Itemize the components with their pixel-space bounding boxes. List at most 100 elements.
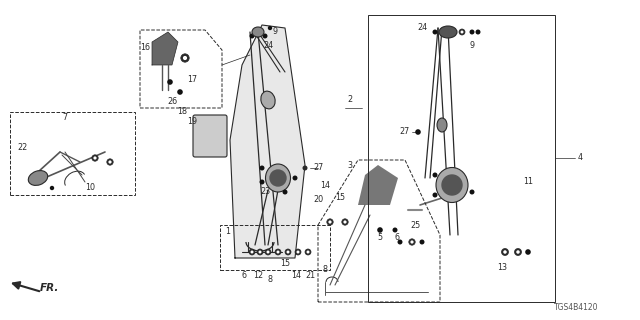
Text: 18: 18 bbox=[177, 108, 187, 116]
Text: 6: 6 bbox=[394, 234, 399, 243]
Circle shape bbox=[257, 249, 263, 255]
Circle shape bbox=[419, 239, 424, 244]
Circle shape bbox=[516, 250, 520, 254]
Circle shape bbox=[268, 26, 272, 30]
Circle shape bbox=[433, 193, 438, 197]
Text: 27: 27 bbox=[313, 164, 323, 172]
Polygon shape bbox=[358, 165, 398, 205]
Circle shape bbox=[476, 29, 481, 35]
Ellipse shape bbox=[439, 26, 457, 38]
Circle shape bbox=[167, 79, 173, 85]
Circle shape bbox=[93, 156, 97, 160]
Polygon shape bbox=[152, 32, 178, 65]
Text: 14: 14 bbox=[320, 180, 330, 189]
Text: 21: 21 bbox=[305, 271, 315, 281]
Circle shape bbox=[107, 159, 113, 165]
Circle shape bbox=[344, 220, 347, 224]
Circle shape bbox=[525, 249, 531, 255]
Text: 6: 6 bbox=[241, 271, 246, 281]
Text: 10: 10 bbox=[85, 183, 95, 193]
Circle shape bbox=[285, 249, 291, 255]
Text: 7: 7 bbox=[63, 114, 68, 123]
Circle shape bbox=[50, 186, 54, 190]
Circle shape bbox=[181, 54, 189, 62]
Circle shape bbox=[392, 228, 397, 233]
Text: 8: 8 bbox=[323, 266, 328, 275]
Circle shape bbox=[250, 34, 255, 38]
Circle shape bbox=[262, 34, 268, 38]
Circle shape bbox=[270, 170, 286, 186]
Circle shape bbox=[409, 239, 415, 245]
Text: 15: 15 bbox=[280, 260, 290, 268]
Circle shape bbox=[108, 160, 111, 164]
Text: 20: 20 bbox=[313, 196, 323, 204]
Circle shape bbox=[327, 219, 333, 225]
Circle shape bbox=[266, 251, 269, 253]
Circle shape bbox=[328, 220, 332, 224]
Circle shape bbox=[276, 251, 280, 253]
Text: 24: 24 bbox=[263, 41, 273, 50]
Circle shape bbox=[442, 175, 462, 195]
Circle shape bbox=[459, 29, 465, 35]
Text: 19: 19 bbox=[187, 117, 197, 126]
Ellipse shape bbox=[437, 118, 447, 132]
Circle shape bbox=[259, 251, 262, 253]
Circle shape bbox=[515, 249, 522, 255]
Circle shape bbox=[282, 189, 287, 195]
Text: 14: 14 bbox=[291, 271, 301, 281]
Ellipse shape bbox=[266, 164, 291, 192]
Circle shape bbox=[295, 249, 301, 255]
Text: 11: 11 bbox=[523, 178, 533, 187]
Circle shape bbox=[342, 219, 348, 225]
Circle shape bbox=[502, 249, 509, 255]
Circle shape bbox=[503, 250, 507, 254]
Circle shape bbox=[433, 29, 438, 35]
Text: 9: 9 bbox=[469, 41, 475, 50]
Text: 13: 13 bbox=[497, 263, 507, 273]
Text: 26: 26 bbox=[167, 98, 177, 107]
Ellipse shape bbox=[261, 91, 275, 109]
Circle shape bbox=[177, 89, 183, 95]
Text: TGS4B4120: TGS4B4120 bbox=[554, 303, 598, 312]
Circle shape bbox=[305, 249, 311, 255]
Text: 27: 27 bbox=[400, 127, 410, 137]
Text: 24: 24 bbox=[417, 23, 427, 33]
Polygon shape bbox=[230, 25, 305, 258]
Circle shape bbox=[275, 249, 281, 255]
Text: 15: 15 bbox=[335, 194, 345, 203]
Circle shape bbox=[307, 251, 310, 253]
Text: 3: 3 bbox=[348, 161, 353, 170]
Circle shape bbox=[461, 30, 463, 34]
Circle shape bbox=[410, 240, 413, 244]
Text: 16: 16 bbox=[140, 44, 150, 52]
Ellipse shape bbox=[28, 171, 48, 185]
Text: 23: 23 bbox=[260, 188, 270, 196]
Circle shape bbox=[470, 189, 474, 195]
Circle shape bbox=[303, 165, 307, 171]
Circle shape bbox=[250, 251, 253, 253]
Text: 5: 5 bbox=[378, 234, 383, 243]
Circle shape bbox=[249, 249, 255, 255]
Text: 12: 12 bbox=[253, 271, 263, 281]
Ellipse shape bbox=[436, 167, 468, 203]
Text: 8: 8 bbox=[268, 276, 273, 284]
Text: 22: 22 bbox=[17, 143, 27, 153]
Circle shape bbox=[377, 227, 383, 233]
Circle shape bbox=[470, 29, 474, 35]
Circle shape bbox=[265, 249, 271, 255]
Circle shape bbox=[183, 56, 187, 60]
Circle shape bbox=[415, 129, 421, 135]
Circle shape bbox=[259, 180, 264, 185]
Circle shape bbox=[292, 175, 298, 180]
Text: FR.: FR. bbox=[40, 283, 60, 293]
Text: 9: 9 bbox=[273, 28, 278, 36]
Ellipse shape bbox=[252, 27, 264, 37]
FancyBboxPatch shape bbox=[193, 115, 227, 157]
Text: 2: 2 bbox=[348, 95, 353, 105]
Text: 4: 4 bbox=[577, 154, 582, 163]
Circle shape bbox=[259, 165, 264, 171]
Text: 25: 25 bbox=[410, 220, 420, 229]
Text: 1: 1 bbox=[225, 228, 230, 236]
Circle shape bbox=[433, 172, 438, 178]
Circle shape bbox=[296, 251, 300, 253]
